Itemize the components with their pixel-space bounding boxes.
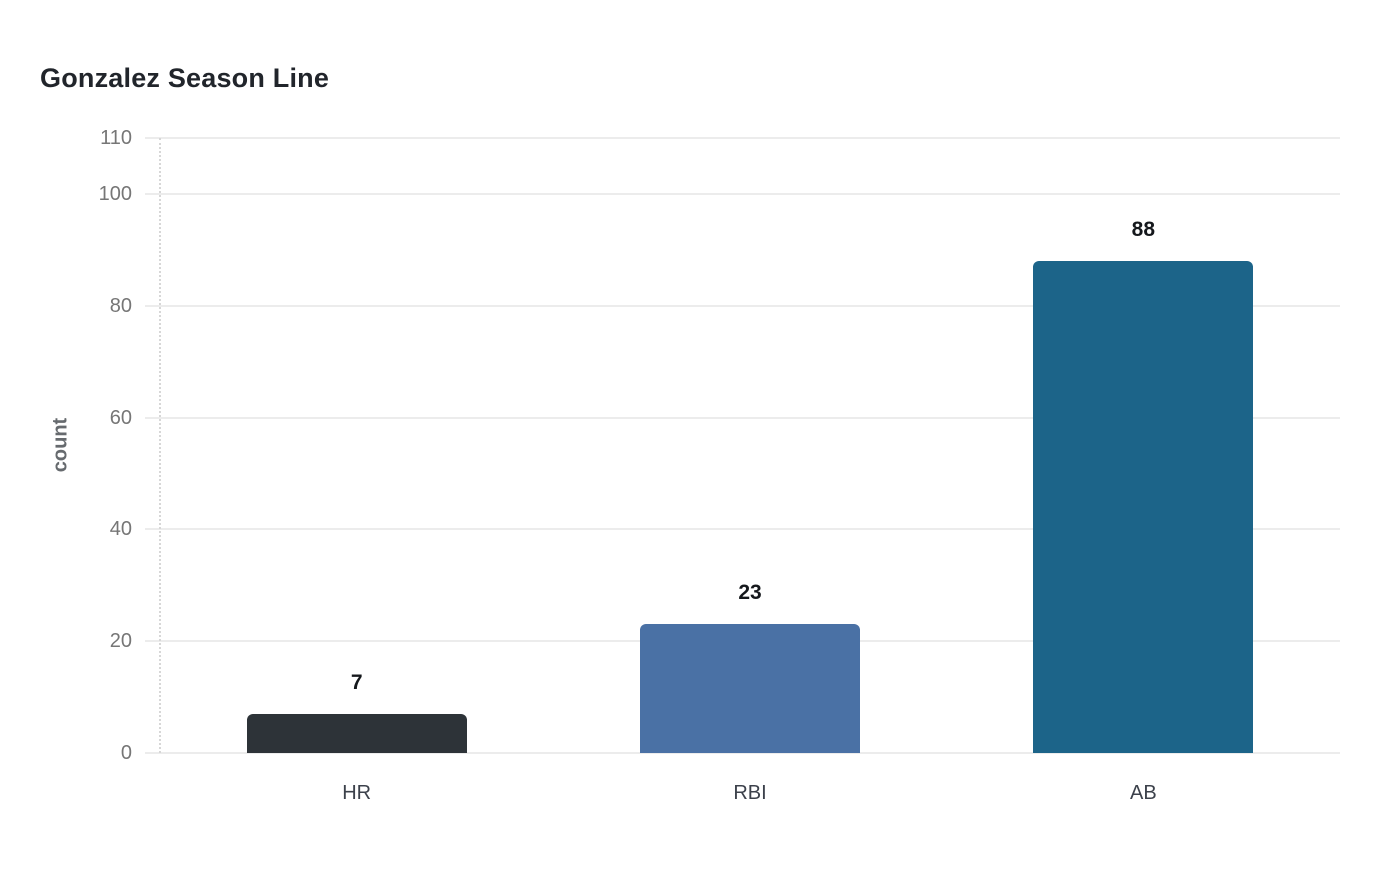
gridline-y-110 [145, 137, 1340, 139]
gridline-y-0 [145, 752, 1340, 754]
y-tick-label: 80 [109, 294, 132, 317]
y-tick-label: 40 [109, 518, 132, 541]
gridline-y-60 [145, 416, 1340, 419]
y-tick-label: 0 [120, 742, 132, 764]
x-tick-label-rbi: RBI [733, 782, 767, 804]
y-tick-label: 110 [100, 127, 132, 149]
gridline-y-100 [145, 192, 1340, 195]
y-tick-label: 100 [98, 182, 132, 205]
x-tick-label-ab: AB [1129, 782, 1157, 804]
value-label-ab: 88 [1131, 218, 1155, 241]
x-tick-label-hr: HR [342, 782, 372, 804]
y-axis-line [159, 138, 161, 753]
y-tick-label: 60 [109, 406, 132, 429]
y-tick-label: 20 [109, 630, 132, 653]
bar-hr [246, 713, 467, 753]
bar-rbi [640, 624, 860, 753]
bar-ab [1033, 261, 1254, 753]
gridline-y-80 [145, 304, 1340, 307]
chart-title: Gonzalez Season Line [40, 63, 330, 93]
value-label-rbi: 23 [738, 581, 762, 605]
value-label-hr: 7 [350, 670, 363, 694]
gridline-y-40 [145, 528, 1340, 531]
